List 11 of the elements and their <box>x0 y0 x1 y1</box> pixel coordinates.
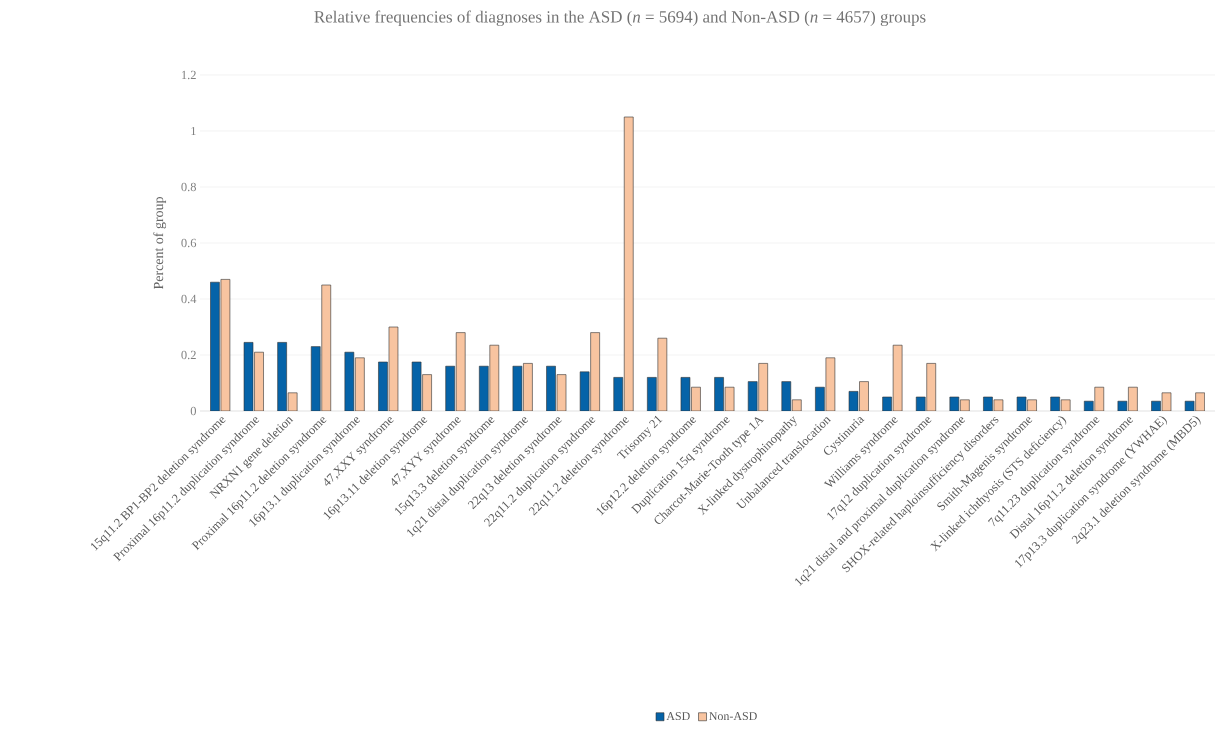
y-tick-label: 0.8 <box>181 182 196 192</box>
legend-label: Non-ASD <box>709 712 757 721</box>
y-tick-label: 1.2 <box>182 70 196 80</box>
y-tick-label: 0.2 <box>181 350 196 360</box>
chart-title: Relative frequencies of diagnoses in the ASD (n = 5694) and Non-ASD (n = 4657) groups <box>314 10 926 27</box>
y-tick-label: 0 <box>190 406 196 416</box>
y-axis-title: Percent of group <box>153 197 167 290</box>
y-tick-label: 1 <box>191 126 196 136</box>
y-tick-label: 0.6 <box>181 238 197 248</box>
legend-label: ASD <box>666 712 690 721</box>
y-tick-label: 0.4 <box>181 294 197 304</box>
